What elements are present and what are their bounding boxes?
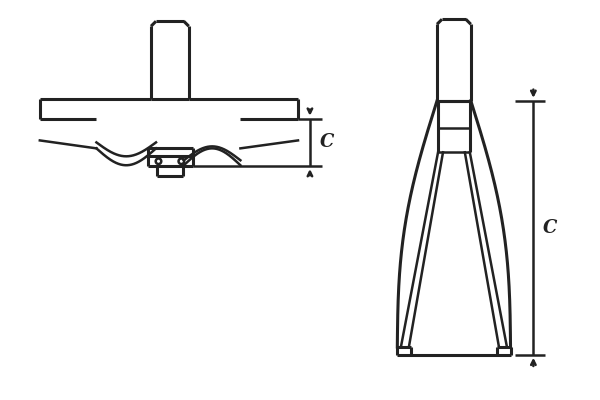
Text: C: C — [320, 134, 334, 152]
Text: C: C — [543, 219, 557, 237]
